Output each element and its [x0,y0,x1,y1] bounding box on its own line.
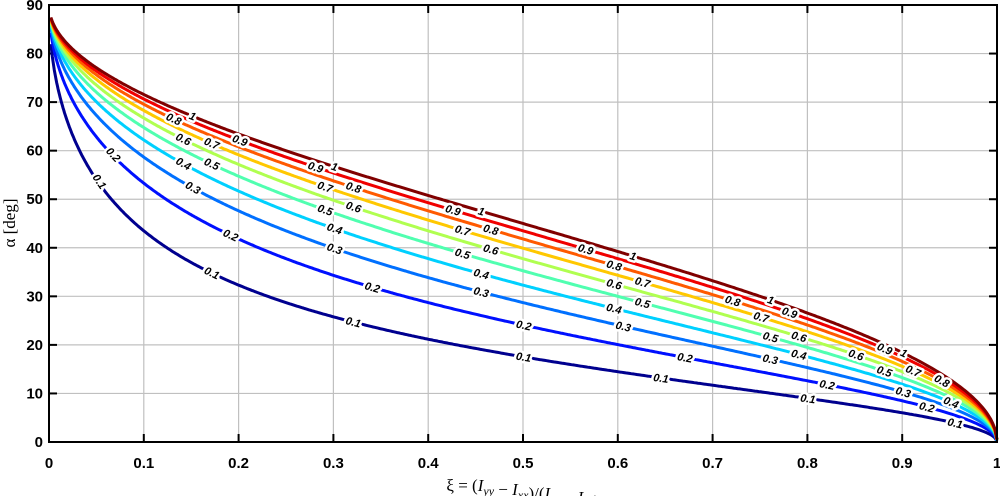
contour-line-0.2 [49,32,999,442]
grid [48,4,998,443]
contour-line-0.7 [49,19,999,441]
x-tick-label: 0 [45,455,53,472]
x-tick-label: 0.8 [797,455,818,472]
contour-line-0.8 [49,18,999,440]
contour-label: 0.1 [653,372,670,386]
contour-line-1 [49,17,999,440]
contour-line-0.9 [49,17,999,440]
contour-label: 0.2 [676,351,693,366]
contour-label: 0.6 [344,200,363,217]
contour-label: 0.2 [515,319,533,334]
contour-label: 0.5 [761,330,780,346]
contour-label: 0.3 [472,285,490,300]
contour-label: 0.6 [482,242,501,258]
plot-frame [48,4,998,443]
x-tick-label: 0.3 [323,455,344,472]
contour-label: 0.1 [799,392,816,406]
contour-label: 0.4 [605,302,623,317]
x-tick-label: 0.4 [418,455,440,472]
contour-label: 0.4 [325,221,343,237]
x-axis-label: ξ = (Iyy − Ixx)/(Izz − Ixx) [446,476,599,496]
contour-label: 0.1 [515,351,532,365]
contour-label: 0.2 [363,280,381,296]
contour-label: 0.7 [453,223,472,239]
y-tick-label: 80 [26,46,43,63]
contour-label: 0.4 [174,155,193,173]
contour-label: 0.3 [183,179,202,197]
contour-label: 0.2 [221,227,240,244]
y-tick-label: 50 [26,191,43,208]
contour-label: 0.8 [164,111,184,129]
x-tick-label: 0.1 [133,455,154,472]
contour-label: 0.6 [605,277,624,293]
contour-line-0.1 [49,43,999,442]
contour-label: 0.1 [202,265,221,282]
y-tick-label: 40 [26,240,43,257]
contour-line-0.5 [49,22,999,441]
y-tick-label: 60 [26,143,43,160]
contour-label: 0.3 [761,352,779,367]
contour-label: 0.3 [325,241,343,257]
contour-label: 0.9 [230,133,249,150]
contour-line-0.6 [49,20,999,441]
y-tick-label: 20 [26,337,43,354]
contour-label: 0.4 [790,348,808,363]
y-axis-label: α [deg] [0,198,19,247]
x-tick-label: 0.9 [892,455,913,472]
contour-label: 0.1 [344,315,362,330]
x-tick-label: 0.7 [702,455,723,472]
y-tick-label: 0 [35,434,43,451]
x-tick-label: 1 [993,455,1000,472]
x-tick-label: 0.2 [228,455,249,472]
contour-label: 0.1 [946,416,964,431]
contour-label: 0.5 [202,156,222,174]
contour-label: 0.2 [918,400,936,416]
contour-label: 0.3 [614,320,632,335]
y-tick-label: 90 [26,0,43,14]
contour-line-0.3 [49,27,999,441]
x-tick-label: 0.6 [607,455,628,472]
contour-label: 0.5 [633,296,652,312]
y-tick-label: 30 [26,288,43,305]
contour-label: 0.2 [818,378,835,393]
contour-label: 0.4 [472,267,490,283]
y-tick-label: 70 [26,94,43,111]
contour-label: 0.5 [316,202,335,219]
tick-labels: 0 0.1 0.2 0.3 0.4 0.5 0.6 0.7 0.8 0.9 101020304050… [26,0,1000,472]
y-tick-label: 10 [26,385,43,402]
contour-label: 0.5 [453,247,472,263]
contour-line-0.4 [49,24,999,441]
contour-lines [49,17,999,442]
x-tick-label: 0.5 [513,455,534,472]
